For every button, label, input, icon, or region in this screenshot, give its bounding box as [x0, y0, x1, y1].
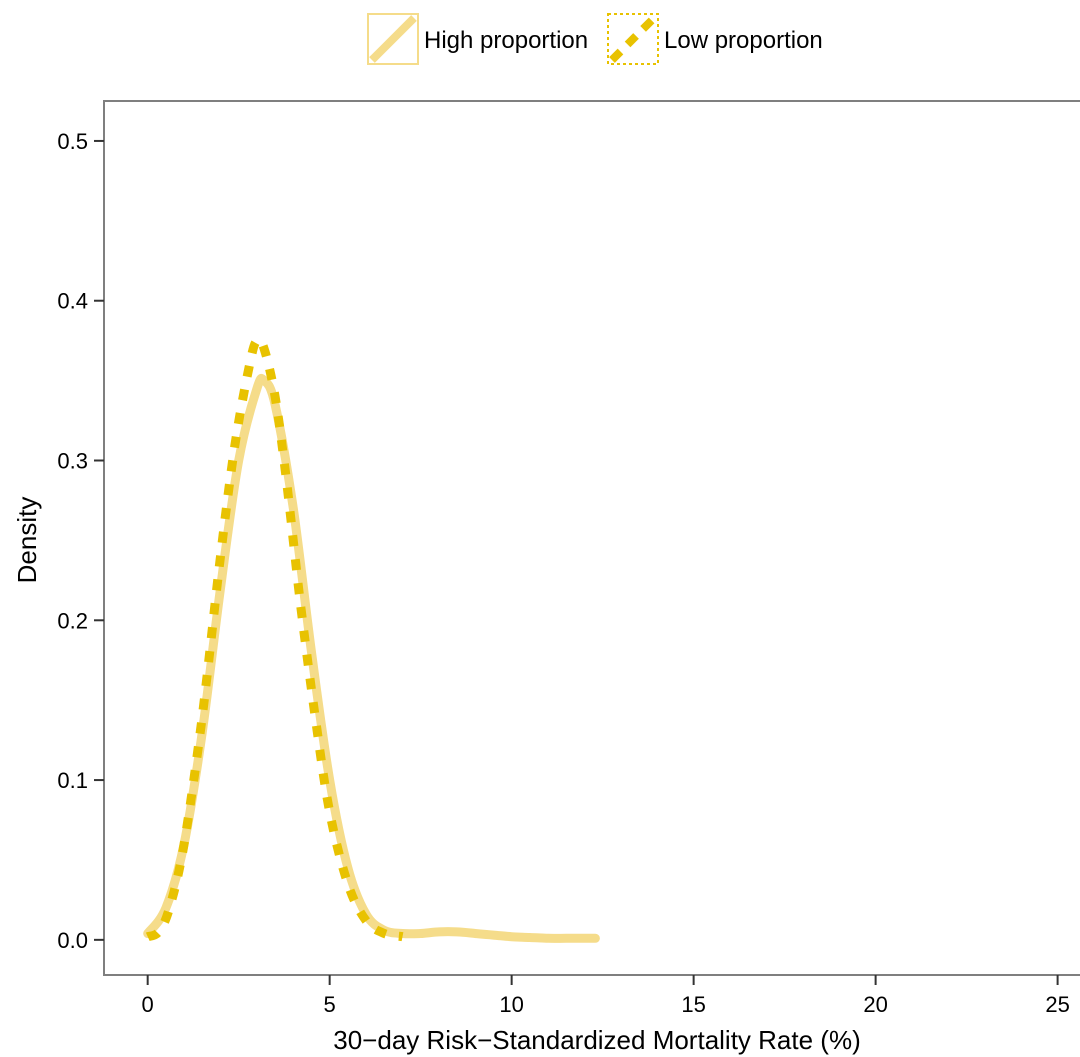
x-axis-title: 30−day Risk−Standardized Mortality Rate …	[333, 1025, 860, 1055]
y-tick-label: 0.3	[57, 449, 88, 474]
legend-key-high-line	[369, 15, 417, 63]
y-tick-label: 0.5	[57, 129, 88, 154]
y-tick-label: 0.0	[57, 928, 88, 953]
plot-panel	[103, 100, 1080, 976]
x-tick-label: 20	[863, 992, 887, 1017]
x-tick-label: 25	[1045, 992, 1069, 1017]
x-tick-label: 5	[324, 992, 336, 1017]
y-axis-title: Density	[12, 497, 42, 584]
legend-label-high: High proportion	[424, 27, 588, 54]
legend-item-low: Low proportion	[607, 13, 823, 65]
legend-label-low: Low proportion	[664, 27, 823, 54]
x-tick-label: 0	[142, 992, 154, 1017]
series-line-low-proportion	[145, 335, 404, 942]
series-layer	[143, 335, 600, 943]
y-tick-label: 0.4	[57, 289, 88, 314]
y-axis: 0.0 0.1 0.2 0.3 0.4 0.5	[57, 129, 104, 953]
y-tick-label: 0.1	[57, 768, 88, 793]
legend-item-high: High proportion	[367, 13, 588, 65]
legend-key-low-line	[609, 15, 657, 63]
y-tick-label: 0.2	[57, 608, 88, 633]
legend: High proportion Low proportion	[367, 13, 823, 65]
x-axis: 0 5 10 15 20 25	[142, 975, 1070, 1017]
x-tick-label: 15	[681, 992, 705, 1017]
x-tick-label: 10	[499, 992, 523, 1017]
